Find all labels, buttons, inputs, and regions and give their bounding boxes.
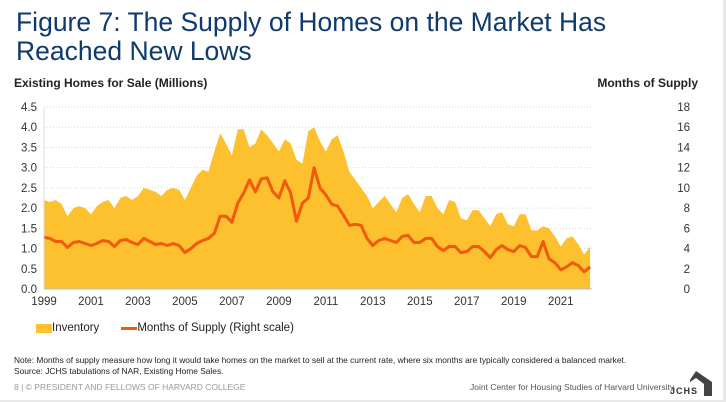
y-tick-label: 4.5 (21, 102, 37, 114)
y-tick-label: 3.5 (21, 142, 37, 154)
x-tick-label: 2017 (454, 296, 480, 308)
y2-tick-label: 18 (677, 102, 690, 114)
jchs-logo: JCHS (670, 370, 714, 396)
slide-border-bottom (0, 400, 726, 402)
note-block: Note: Months of supply measure how long … (14, 355, 626, 377)
footer-organization: Joint Center for Housing Studies of Harv… (470, 382, 675, 392)
inventory-swatch (36, 323, 52, 333)
y-tick-label: 4.0 (21, 122, 37, 134)
x-tick-label: 2011 (314, 296, 339, 308)
x-tick-label: 1999 (31, 296, 57, 308)
legend-label-inventory: Inventory (52, 322, 100, 334)
x-tick-label: 2009 (266, 296, 292, 308)
y-tick-label: 0.0 (21, 284, 37, 296)
y-tick-label: 1.5 (21, 223, 37, 235)
note-text: Note: Months of supply measure how long … (14, 355, 627, 365)
months-of-supply-line (43, 166, 592, 274)
x-tick-label: 2021 (548, 296, 574, 308)
y-tick-label: 2.5 (21, 183, 37, 195)
x-tick-label: 2007 (219, 296, 245, 308)
x-tick-label: 2003 (125, 296, 151, 308)
y-tick-label: 3.0 (21, 163, 37, 175)
y2-tick-label: 14 (677, 142, 690, 154)
y2-tick-label: 16 (677, 122, 690, 134)
right-axis-ticks: 0 2 4 6 8 10 12 14 16 18 (677, 102, 690, 296)
chart-title: Figure 7: The Supply of Homes on the Mar… (16, 7, 607, 66)
months-swatch (121, 326, 138, 330)
y2-tick-label: 2 (684, 264, 690, 276)
house-icon (690, 371, 712, 396)
x-tick-label: 2015 (407, 296, 433, 308)
y2-tick-label: 12 (677, 163, 690, 175)
x-tick-label: 2005 (172, 296, 198, 308)
y2-tick-label: 4 (684, 244, 691, 256)
y2-tick-label: 6 (684, 223, 690, 235)
left-axis-title: Existing Homes for Sale (Millions) (14, 76, 208, 90)
left-axis-ticks: 0.0 0.5 1.0 1.5 2.0 2.5 3.0 3.5 4.0 4.5 (21, 102, 37, 296)
slide-border-right (723, 0, 726, 402)
x-tick-label: 2013 (360, 296, 386, 308)
y-tick-label: 0.5 (21, 264, 37, 276)
y2-tick-label: 8 (684, 203, 690, 215)
x-tick-label: 2001 (78, 296, 104, 308)
right-axis-title: Months of Supply (597, 76, 698, 90)
legend-item-months: Months of Supply (Right scale) (121, 322, 294, 334)
source-text: Source: JCHS tabulations of NAR, Existin… (14, 366, 224, 376)
legend-item-inventory: Inventory (36, 322, 99, 334)
legend: Inventory Months of Supply (Right scale) (36, 322, 316, 334)
x-axis-ticks: 1999 2001 2003 2005 2007 2009 2011 2013 2015 2017… (31, 296, 573, 308)
footer-copyright: 8 | © PRESIDENT AND FELLOWS OF HARVARD C… (14, 382, 246, 392)
y-tick-label: 1.0 (21, 244, 37, 256)
logo-text: JCHS (670, 386, 699, 396)
y-tick-label: 2.0 (21, 203, 37, 215)
x-tick-label: 2019 (501, 296, 527, 308)
inventory-area (44, 127, 591, 289)
y2-tick-label: 0 (684, 284, 690, 296)
y2-tick-label: 10 (677, 183, 690, 195)
legend-label-months: Months of Supply (Right scale) (137, 322, 294, 334)
